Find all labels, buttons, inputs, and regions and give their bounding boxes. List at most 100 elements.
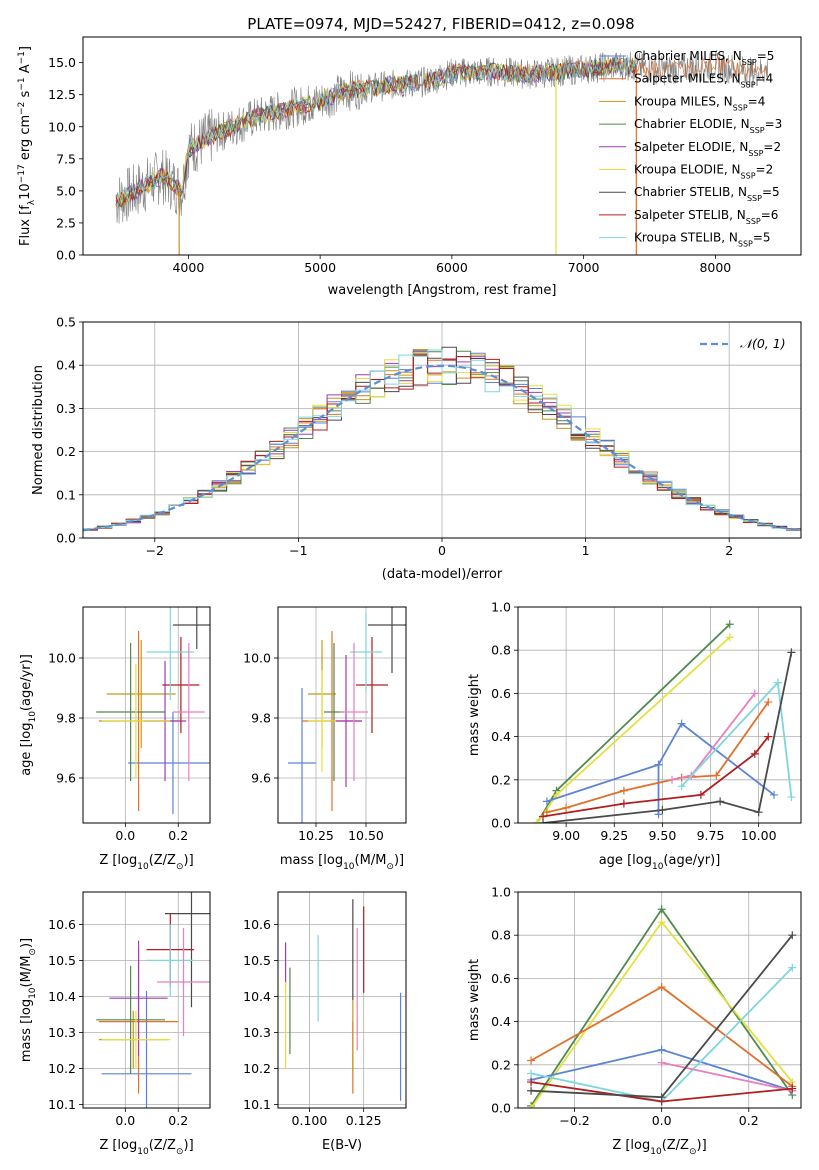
y-label-part: 10 bbox=[18, 183, 33, 200]
weight-marker bbox=[619, 799, 628, 808]
x-label-part: mass [log bbox=[280, 853, 343, 868]
weight-marker bbox=[712, 771, 721, 780]
x-tick-label: 7000 bbox=[568, 260, 600, 275]
weight-marker bbox=[542, 808, 551, 817]
y-tick-label: 15.0 bbox=[48, 55, 76, 70]
weight-marker bbox=[787, 793, 796, 802]
y-tick-label: 10.1 bbox=[48, 1097, 76, 1112]
weight-marker bbox=[788, 963, 797, 972]
plot-area bbox=[533, 620, 796, 823]
weight-marker bbox=[619, 786, 628, 795]
weight-line bbox=[546, 722, 775, 803]
gaussian-curve bbox=[83, 364, 801, 532]
x-tick-label: 0.0 bbox=[115, 1113, 135, 1128]
axes-frame: 0.0 0.2 10.1 10.2 10.3 10.4 10.5 10.6 bbox=[48, 891, 211, 1128]
axes-border bbox=[277, 891, 407, 1109]
weight-marker bbox=[562, 803, 571, 812]
x-label-part: 10 bbox=[137, 1147, 149, 1157]
plot-area bbox=[96, 607, 210, 814]
plot-area bbox=[115, 49, 769, 255]
y-label-part: (age/yr)] bbox=[19, 654, 34, 711]
x-axis-label: (data-model)/error bbox=[382, 567, 503, 582]
y-tick-label: 9.8 bbox=[56, 711, 76, 726]
legend-count: =5 bbox=[753, 231, 771, 245]
y-tick-label: 0.0 bbox=[56, 531, 76, 546]
axes-frame: 10.25 10.50 9.6 9.8 10.0 bbox=[243, 606, 407, 843]
weight-marker bbox=[677, 782, 686, 791]
weight-marker bbox=[527, 1086, 536, 1095]
y-label-part: −1 bbox=[17, 51, 27, 64]
weight-marker bbox=[654, 760, 663, 769]
x-label-part: ⊙ bbox=[176, 862, 184, 872]
weight-marker bbox=[657, 983, 666, 992]
y-tick-label: 0.0 bbox=[56, 248, 76, 263]
legend-sub: SSP bbox=[741, 171, 756, 180]
legend-count: =4 bbox=[756, 72, 774, 86]
y-tick-label: 0.4 bbox=[491, 1014, 511, 1029]
y-label-part: 10 bbox=[28, 987, 38, 999]
x-label-part: (Z/Z bbox=[662, 1138, 689, 1153]
legend-sub: SSP bbox=[738, 239, 753, 248]
legend-count: =3 bbox=[765, 117, 783, 131]
axes-frame: 0.0 0.2 9.6 9.8 10.0 bbox=[48, 606, 211, 843]
x-tick-label: 9.25 bbox=[600, 828, 628, 843]
y-tick-label: 10.5 bbox=[243, 953, 271, 968]
legend-sub: SSP bbox=[746, 216, 761, 225]
residual-histogram bbox=[83, 349, 801, 531]
spectrum-panel: 4000 5000 6000 7000 8000 0.0 2.5 5.0 7.5 10.0 12.5… bbox=[17, 36, 802, 298]
y-tick-label: 10.0 bbox=[48, 651, 76, 666]
y-tick-label: 10.1 bbox=[243, 1097, 271, 1112]
axes-frame: 9.00 9.25 9.50 9.75 10.00 0.0 0.2 0.4 0.6 0.8 1.0 bbox=[491, 600, 802, 843]
weight-marker bbox=[657, 1058, 666, 1067]
legend-text: Chabrier STELIB, N bbox=[634, 185, 747, 199]
x-label-part: ⊙ bbox=[176, 1147, 184, 1157]
weight-marker bbox=[696, 790, 705, 799]
weight-marker bbox=[533, 819, 542, 823]
x-tick-label: 0.0 bbox=[652, 1113, 672, 1128]
weight-marker bbox=[668, 775, 677, 784]
legend-sub: SSP bbox=[748, 148, 763, 157]
weight-marker bbox=[764, 698, 773, 707]
x-tick-label: 0.0 bbox=[115, 828, 135, 843]
y-tick-label: 10.0 bbox=[243, 651, 271, 666]
y-tick-label: 0.2 bbox=[491, 1057, 511, 1072]
weight-vs-age-panel: 9.00 9.25 9.50 9.75 10.00 0.0 0.2 0.4 0.6 0.8 1.0 a… bbox=[467, 600, 802, 872]
y-tick-label: 9.8 bbox=[251, 711, 271, 726]
y-label-part: A bbox=[18, 64, 33, 77]
x-label-part: E(B-V) bbox=[322, 1138, 362, 1153]
y-tick-label: 1.0 bbox=[491, 600, 511, 615]
y-label-part: ⊙ bbox=[28, 948, 38, 956]
legend-count: =2 bbox=[763, 140, 781, 154]
weight-line bbox=[542, 652, 793, 823]
weight-marker bbox=[539, 819, 548, 823]
axes-border bbox=[82, 36, 802, 256]
x-tick-label: −1 bbox=[289, 543, 307, 558]
x-tick-label: 9.75 bbox=[697, 828, 725, 843]
y-tick-label: 9.6 bbox=[251, 771, 271, 786]
x-label-part: Z [log bbox=[99, 1138, 137, 1153]
axes-border bbox=[82, 606, 211, 824]
legend-count: =4 bbox=[748, 94, 766, 108]
y-tick-label: 0.6 bbox=[491, 971, 511, 986]
y-axis-label: age [log10(age/yr)] bbox=[19, 654, 38, 776]
weight-line bbox=[546, 701, 770, 814]
y-axis-label: Normed distribution bbox=[31, 365, 46, 495]
legend-text: Salpeter MILES, N bbox=[634, 72, 741, 86]
residuals-panel: −2 −1 0 1 2 0.0 0.1 0.2 0.3 0.4 0.5 𝒩(0, 1) Normed d… bbox=[31, 315, 802, 582]
x-tick-label: 1 bbox=[582, 543, 590, 558]
y-tick-label: 1.0 bbox=[491, 885, 511, 900]
x-label-part: )] bbox=[697, 1138, 707, 1153]
weight-marker bbox=[750, 749, 759, 758]
x-label-part: Z [log bbox=[612, 1138, 650, 1153]
legend-label: Kroupa STELIB, NSSP=5 bbox=[634, 231, 771, 249]
y-label-part: −2 bbox=[17, 102, 27, 115]
y-label-part: −17 bbox=[17, 164, 27, 183]
x-axis-label: Z [log10(Z/Z⊙)] bbox=[99, 853, 193, 872]
y-tick-label: 0.2 bbox=[491, 772, 511, 787]
weight-vs-metallicity-panel: −0.2 0.0 0.2 0.0 0.2 0.4 0.6 0.8 1.0 Z [log10(Z/Z… bbox=[467, 885, 802, 1157]
x-tick-label: 0.125 bbox=[346, 1113, 382, 1128]
x-label-part: )] bbox=[184, 853, 194, 868]
legend-label: Salpeter MILES, NSSP=4 bbox=[634, 72, 773, 90]
